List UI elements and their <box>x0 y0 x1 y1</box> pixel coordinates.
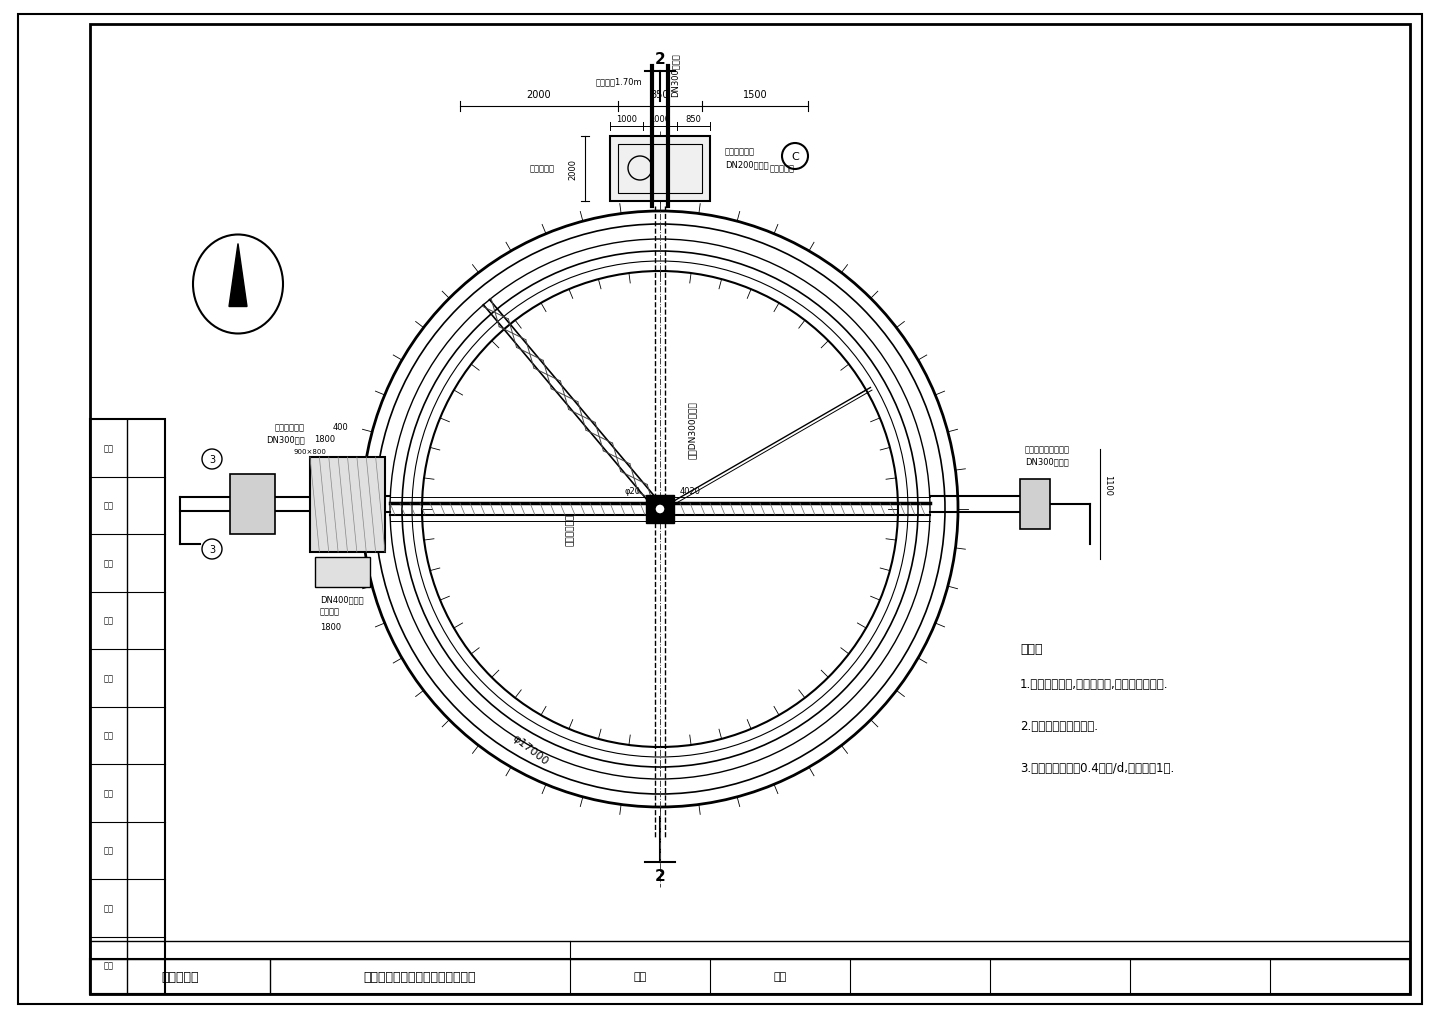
Text: C: C <box>791 152 799 162</box>
Bar <box>315 557 370 587</box>
Text: DN400池水管: DN400池水管 <box>320 595 364 604</box>
Bar <box>310 458 384 552</box>
Text: 固定水平桥板: 固定水平桥板 <box>566 514 575 545</box>
Polygon shape <box>229 245 248 307</box>
Text: 至渠升渠及沉淀装置: 至渠升渠及沉淀装置 <box>1025 445 1070 454</box>
Text: DN300排污管: DN300排污管 <box>671 53 680 97</box>
Text: 专业: 专业 <box>104 846 114 855</box>
Text: 900×800: 900×800 <box>294 448 327 454</box>
Text: 1000: 1000 <box>649 114 671 123</box>
Text: 钢制DN300排泥管: 钢制DN300排泥管 <box>687 400 697 459</box>
Text: 说明：: 说明： <box>1020 643 1043 656</box>
Text: DN300排管: DN300排管 <box>266 435 305 444</box>
Text: 2000: 2000 <box>569 159 577 179</box>
Text: E: E <box>636 164 644 174</box>
Text: 400: 400 <box>333 423 348 432</box>
Text: 1500: 1500 <box>743 90 768 100</box>
Circle shape <box>655 504 665 515</box>
Text: 中央液位1.70m: 中央液位1.70m <box>595 77 642 87</box>
Bar <box>618 145 703 194</box>
Text: 排泥接管阀: 排泥接管阀 <box>770 164 795 173</box>
Text: 审定: 审定 <box>104 674 114 683</box>
Text: 比例: 比例 <box>634 971 647 981</box>
Text: 1100: 1100 <box>1103 475 1113 495</box>
Text: 至厂区污水管: 至厂区污水管 <box>724 148 755 156</box>
Text: 设计: 设计 <box>104 904 114 912</box>
Text: 末端蝶阀: 末端蝶阀 <box>320 607 340 615</box>
Text: 3: 3 <box>209 544 215 554</box>
Text: 850: 850 <box>651 90 670 100</box>
Text: 专业: 专业 <box>104 616 114 625</box>
Text: 校核: 校核 <box>104 558 114 568</box>
Bar <box>91 942 1410 959</box>
Bar <box>91 420 166 994</box>
Text: 4020: 4020 <box>680 487 701 496</box>
Text: 制图: 制图 <box>104 444 114 452</box>
Text: 3.本工程设计规模0.4万吨/d,设沉淀池1座.: 3.本工程设计规模0.4万吨/d,设沉淀池1座. <box>1020 762 1174 774</box>
Text: DN300出水管: DN300出水管 <box>1025 458 1068 466</box>
Text: 2000: 2000 <box>527 90 552 100</box>
Text: 2.所注标高为绝对标高.: 2.所注标高为绝对标高. <box>1020 719 1099 733</box>
Text: 2: 2 <box>655 52 665 67</box>
Bar <box>91 959 1410 994</box>
Bar <box>1020 480 1050 530</box>
Text: φ20: φ20 <box>624 487 639 496</box>
Text: DN200旋空管: DN200旋空管 <box>724 160 769 169</box>
Text: 日期: 日期 <box>773 971 786 981</box>
Text: 稳流溢空井: 稳流溢空井 <box>530 164 554 173</box>
Text: 日期: 日期 <box>104 731 114 740</box>
Text: 3: 3 <box>209 454 215 465</box>
Text: 1800: 1800 <box>314 435 336 444</box>
Text: 污水处理厂: 污水处理厂 <box>161 970 199 983</box>
Text: 1800: 1800 <box>320 623 341 632</box>
Text: 校核: 校核 <box>104 789 114 798</box>
Text: 850: 850 <box>685 114 701 123</box>
Text: 1000: 1000 <box>616 114 636 123</box>
Text: 制令: 制令 <box>104 961 114 970</box>
Text: 2: 2 <box>655 868 665 883</box>
Bar <box>647 495 674 524</box>
Text: 周边进出二沉池工艺设计图（一）: 周边进出二沉池工艺设计图（一） <box>364 970 477 983</box>
Text: 1.本图尺寸单位,长高以米计,其余均以毫米计.: 1.本图尺寸单位,长高以米计,其余均以毫米计. <box>1020 678 1168 691</box>
Text: φ17000: φ17000 <box>510 733 550 766</box>
Text: 至厂区污水管: 至厂区污水管 <box>275 423 305 432</box>
Text: 日期: 日期 <box>104 501 114 511</box>
Bar <box>230 475 275 535</box>
Bar <box>611 137 710 202</box>
